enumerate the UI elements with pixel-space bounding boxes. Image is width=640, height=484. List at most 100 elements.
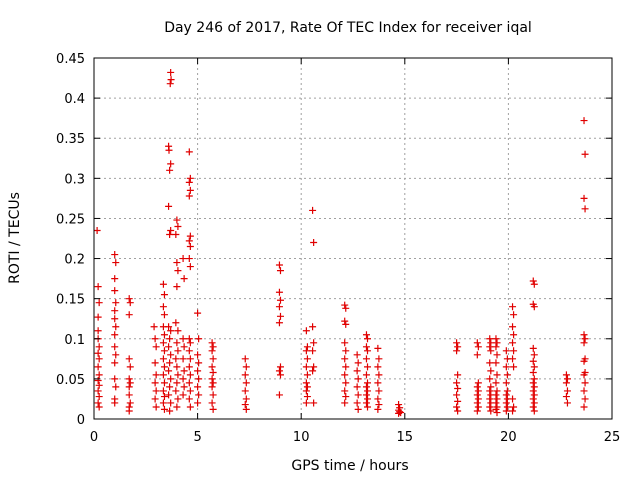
data-point bbox=[172, 319, 180, 327]
data-point bbox=[502, 391, 510, 399]
data-point bbox=[474, 395, 482, 403]
data-point bbox=[152, 403, 160, 411]
data-point bbox=[581, 150, 589, 158]
data-point bbox=[502, 379, 510, 387]
data-point bbox=[276, 296, 284, 304]
data-point bbox=[208, 383, 216, 391]
data-point bbox=[180, 383, 188, 391]
data-point bbox=[174, 222, 182, 230]
data-point bbox=[165, 202, 173, 210]
data-point bbox=[492, 359, 500, 367]
data-point bbox=[362, 355, 370, 363]
data-point bbox=[159, 280, 167, 288]
data-point bbox=[151, 379, 159, 387]
data-point bbox=[303, 383, 311, 391]
data-point bbox=[275, 288, 283, 296]
data-point bbox=[362, 371, 370, 379]
y-tick-label: 0.35 bbox=[56, 132, 85, 147]
data-point bbox=[454, 397, 462, 405]
data-point bbox=[353, 383, 361, 391]
data-point bbox=[486, 343, 494, 351]
data-point bbox=[492, 399, 500, 407]
data-point bbox=[185, 347, 193, 355]
y-tick-label: 0.4 bbox=[64, 92, 85, 107]
data-point bbox=[341, 399, 349, 407]
data-point bbox=[364, 363, 372, 371]
data-point bbox=[529, 403, 537, 411]
data-point bbox=[374, 405, 382, 413]
data-point bbox=[151, 395, 159, 403]
data-point bbox=[492, 391, 500, 399]
data-point bbox=[510, 311, 518, 319]
data-point bbox=[174, 267, 182, 275]
data-point bbox=[530, 303, 538, 311]
chart-title: Day 246 of 2017, Rate Of TEC Index for r… bbox=[164, 20, 532, 36]
data-point bbox=[530, 399, 538, 407]
data-point bbox=[179, 335, 187, 343]
data-point bbox=[493, 339, 501, 347]
data-point bbox=[186, 174, 194, 182]
data-point bbox=[111, 275, 119, 283]
data-point bbox=[530, 363, 538, 371]
data-point bbox=[125, 391, 133, 399]
data-point bbox=[454, 407, 462, 415]
data-point bbox=[364, 379, 372, 387]
data-point bbox=[151, 359, 159, 367]
data-point bbox=[111, 375, 119, 383]
data-point bbox=[529, 395, 537, 403]
data-point bbox=[529, 368, 537, 376]
data-point bbox=[166, 359, 174, 367]
data-point bbox=[94, 387, 102, 395]
data-point bbox=[302, 399, 310, 407]
data-point bbox=[453, 391, 461, 399]
data-point bbox=[159, 399, 167, 407]
data-point bbox=[473, 383, 481, 391]
data-point bbox=[173, 339, 181, 347]
data-point bbox=[209, 343, 217, 351]
data-point bbox=[160, 363, 168, 371]
data-point bbox=[208, 347, 216, 355]
data-point bbox=[487, 339, 495, 347]
data-point bbox=[509, 323, 517, 331]
data-point bbox=[276, 363, 284, 371]
data-point bbox=[111, 251, 119, 259]
data-point bbox=[111, 307, 119, 315]
data-point bbox=[167, 351, 175, 359]
data-point bbox=[275, 319, 283, 327]
y-axis-label: ROTI / TECUs bbox=[7, 192, 23, 284]
data-point bbox=[111, 315, 119, 323]
data-point bbox=[95, 403, 103, 411]
data-point bbox=[303, 343, 311, 351]
data-point bbox=[530, 351, 538, 359]
data-point bbox=[309, 367, 317, 375]
data-point bbox=[354, 391, 362, 399]
data-point bbox=[362, 391, 370, 399]
data-point bbox=[453, 379, 461, 387]
data-point bbox=[208, 375, 216, 383]
data-point bbox=[302, 379, 310, 387]
data-point bbox=[580, 403, 588, 411]
data-point bbox=[453, 339, 461, 347]
data-point bbox=[563, 387, 571, 395]
data-point bbox=[492, 343, 500, 351]
data-point bbox=[364, 387, 372, 395]
data-point bbox=[195, 375, 203, 383]
data-point bbox=[474, 343, 482, 351]
data-point bbox=[165, 323, 173, 331]
data-point bbox=[125, 383, 133, 391]
data-point bbox=[166, 80, 174, 88]
y-tick-label: 0.45 bbox=[56, 52, 85, 67]
data-point bbox=[208, 339, 216, 347]
data-point bbox=[209, 379, 217, 387]
data-point bbox=[342, 393, 350, 401]
data-point bbox=[510, 347, 518, 355]
data-point bbox=[487, 367, 495, 375]
data-point bbox=[354, 405, 362, 413]
data-point bbox=[303, 393, 311, 401]
data-point bbox=[493, 395, 501, 403]
data-point bbox=[530, 407, 538, 415]
data-point bbox=[364, 403, 372, 411]
data-point bbox=[167, 76, 175, 84]
data-point bbox=[581, 395, 589, 403]
data-point bbox=[180, 367, 188, 375]
